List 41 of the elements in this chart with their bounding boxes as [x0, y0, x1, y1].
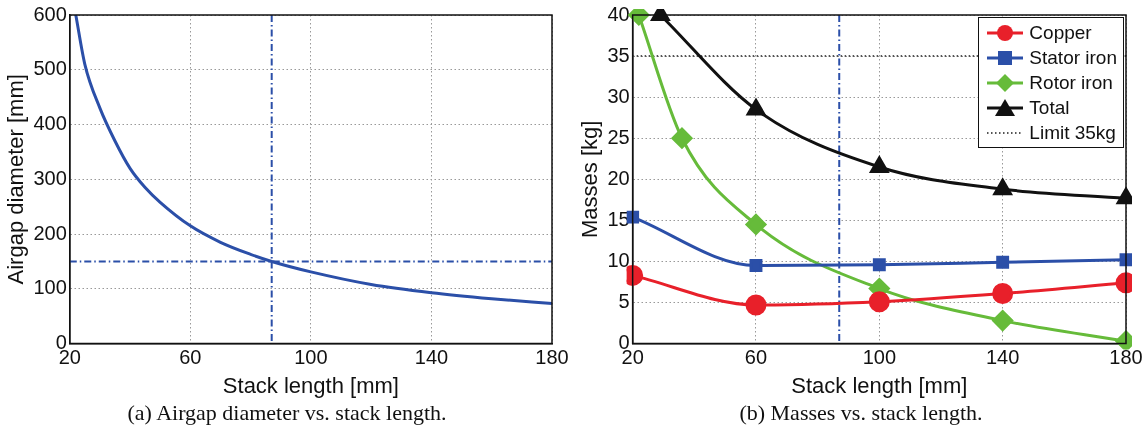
y-tick-label: 40 [607, 2, 630, 25]
x-axis-title: Stack length [mm] [222, 372, 399, 398]
y-tick-label: 5 [618, 290, 630, 313]
legend-label: Copper [1029, 21, 1092, 44]
point [872, 258, 886, 272]
point [992, 310, 1014, 332]
x-tick-label: 140 [985, 346, 1020, 369]
y-tick-label: 25 [607, 125, 630, 148]
point [671, 127, 693, 149]
y-tick-label: 10 [607, 248, 630, 271]
y-tick-label: 400 [33, 112, 67, 135]
point [992, 282, 1014, 304]
point [745, 213, 767, 235]
point [868, 291, 890, 313]
y-tick-label: 100 [33, 276, 67, 299]
y-tick-label: 200 [33, 221, 67, 244]
x-tick-label: 180 [1109, 346, 1143, 369]
y-tick-label: 35 [607, 43, 630, 66]
x-tick-label: 100 [294, 346, 328, 369]
y-tick-label: 600 [33, 2, 67, 25]
text: (b) Masses vs. stack length. [738, 400, 984, 426]
legend-label: Rotor iron [1029, 71, 1113, 94]
x-axis-title: Stack length [mm] [791, 372, 968, 398]
x-tick-label: 60 [744, 346, 768, 369]
x-tick-label: 180 [535, 346, 569, 369]
point [745, 294, 767, 316]
y-axis-title: Airgap diameter [mm] [3, 74, 29, 285]
x-tick-label: 60 [179, 346, 202, 369]
legend-label: Stator iron [1029, 46, 1117, 69]
y-tick-label: 500 [33, 57, 67, 80]
y-tick-label: 20 [607, 166, 630, 189]
legend-label: Total [1029, 96, 1070, 119]
point [996, 255, 1010, 269]
point [749, 259, 763, 273]
legend-label: Limit 35kg [1029, 121, 1116, 144]
y-tick-label: 30 [607, 84, 630, 107]
y-axis-title: Masses [kg] [577, 120, 603, 238]
text: (a) Airgap diameter vs. stack length. [126, 400, 448, 426]
x-tick-label: 100 [862, 346, 897, 369]
y-tick-label: 300 [33, 166, 67, 189]
x-tick-label: 140 [414, 346, 449, 369]
